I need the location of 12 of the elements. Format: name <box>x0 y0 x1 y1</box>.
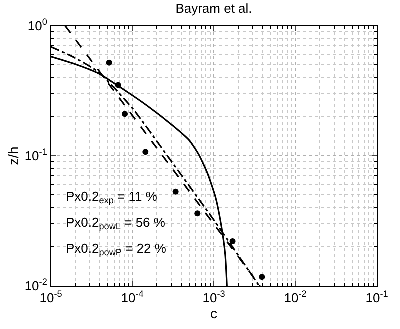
annotation: Px0.2$_{exp}$ = 11 % <box>66 189 158 206</box>
x-tick-label: 10$^{-1}$ <box>366 289 388 306</box>
x-axis-title: c <box>210 306 218 322</box>
chart-title: Bayram et al. <box>176 1 252 16</box>
annotation: Px0.2$_{powP}$ = 22 % <box>66 241 167 258</box>
y-tick-label: 10$^{-1}$ <box>24 147 48 164</box>
y-axis-title: z/h <box>5 146 22 166</box>
x-tick-label: 10$^{-3}$ <box>202 289 226 306</box>
x-tick-label: 10$^{-4}$ <box>121 289 144 306</box>
x-tick-label: 10$^{-2}$ <box>284 289 307 306</box>
y-tick-label: 10$^{0}$ <box>28 17 48 34</box>
annotation: Px0.2$_{powL}$ = 56 % <box>66 215 166 232</box>
